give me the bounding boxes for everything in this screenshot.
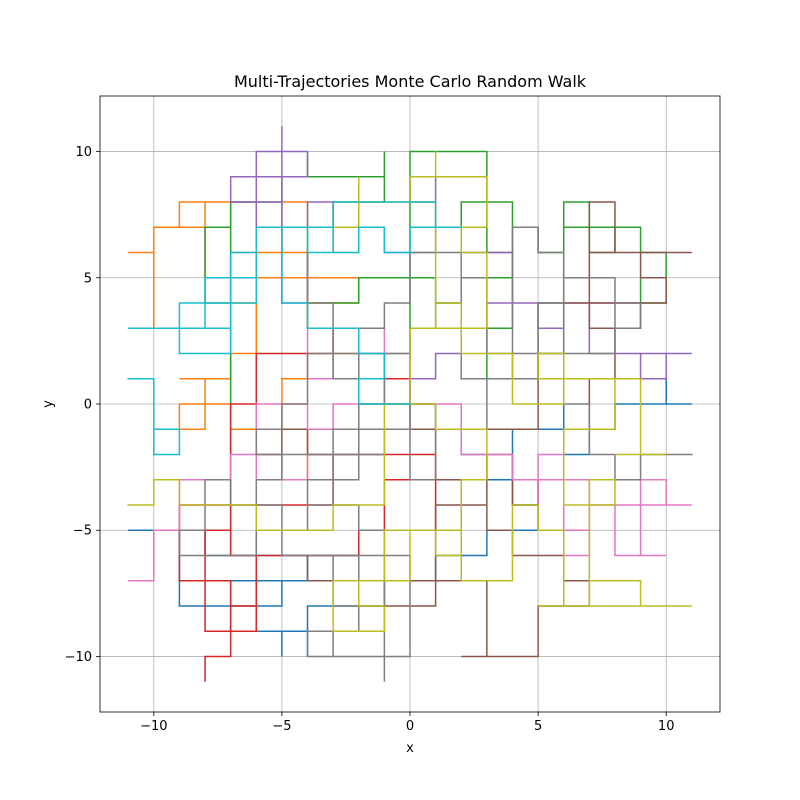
plot-area: [127, 126, 693, 682]
x-tick-label: −5: [272, 719, 291, 734]
trajectory-11: [127, 378, 181, 456]
y-tick-label: 5: [84, 271, 92, 286]
y-tick-label: 10: [75, 145, 92, 160]
y-tick-label: 0: [84, 398, 92, 413]
x-tick-label: 10: [658, 719, 675, 734]
axis-ticks: −10 −5 0 5 10 −10 −5 0 5 10: [65, 145, 675, 734]
y-tick-label: −5: [73, 524, 92, 539]
trajectory-10: [128, 201, 462, 405]
chart-title: Multi-Trajectories Monte Carlo Random Wa…: [234, 72, 587, 91]
x-axis-label: x: [406, 741, 414, 756]
axes-frame: [99, 95, 721, 713]
x-tick-label: 0: [406, 719, 414, 734]
y-axis-label: y: [41, 400, 56, 408]
y-tick-label: −10: [65, 650, 92, 665]
x-tick-label: 5: [534, 719, 542, 734]
x-tick-label: −10: [140, 719, 167, 734]
